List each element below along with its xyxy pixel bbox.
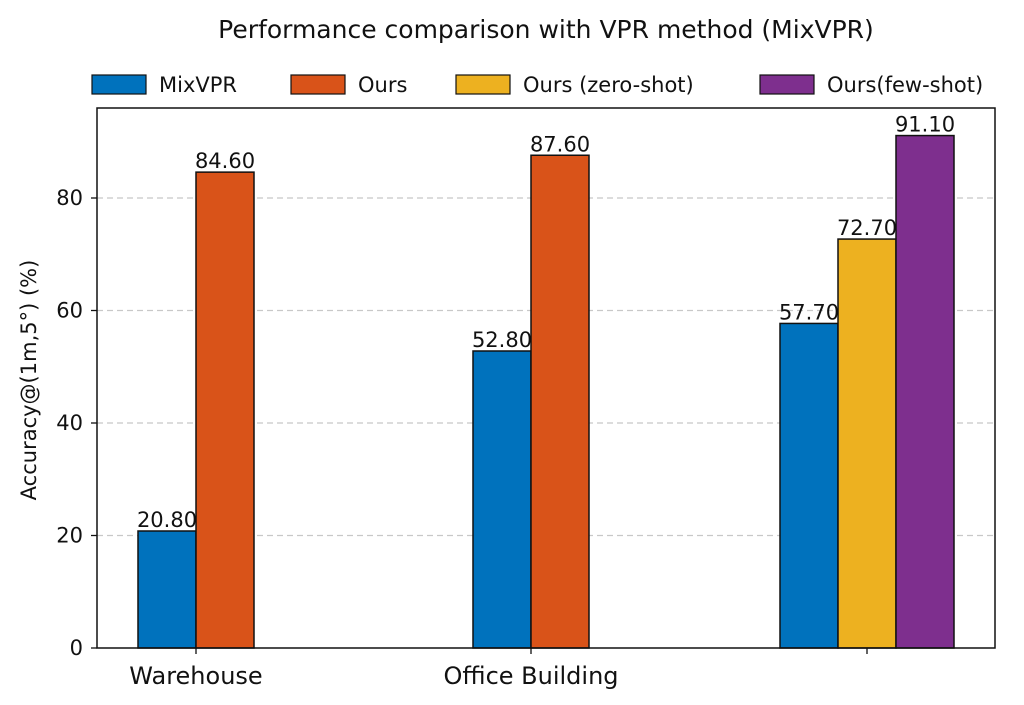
data-label: 84.60: [195, 149, 255, 173]
bar: [530, 154, 590, 649]
data-label: 72.70: [837, 216, 897, 240]
x-tick-label: Warehouse: [129, 662, 262, 690]
data-label: 57.70: [779, 300, 839, 324]
legend-swatch: [759, 74, 815, 95]
data-label: 87.60: [530, 132, 590, 156]
data-label: 52.80: [472, 328, 532, 352]
plot-frame: [96, 107, 996, 649]
legend-label: Ours: [358, 73, 407, 97]
x-tick-label: Office Building: [443, 662, 618, 690]
bars: [137, 134, 955, 649]
legend-label: Ours (zero-shot): [523, 73, 694, 97]
data-label: 91.10: [895, 113, 955, 137]
y-tick-label: 60: [56, 299, 83, 323]
bar: [779, 322, 839, 649]
value-labels: 20.80 84.60 52.80 87.60 57.70 72.70 91.10: [137, 113, 955, 532]
y-tick-label: 0: [70, 636, 83, 660]
chart-title: Performance comparison with VPR method (…: [218, 15, 874, 44]
x-axis: Warehouse Office Building: [129, 648, 868, 690]
y-axis: 0 20 40 60 80: [56, 186, 97, 660]
y-tick-label: 20: [56, 524, 83, 548]
legend: MixVPR Ours Ours (zero-shot) Ours(few-shot): [91, 73, 983, 97]
legend-label: MixVPR: [159, 73, 237, 97]
y-axis-label: Accuracy@(1m,5°) (%): [17, 260, 41, 501]
bar: [837, 238, 897, 649]
data-label: 20.80: [137, 508, 197, 532]
bar: [137, 530, 197, 649]
y-tick-label: 40: [56, 411, 83, 435]
bar: [895, 134, 955, 649]
legend-swatch: [290, 74, 346, 95]
bar: [472, 350, 532, 649]
bar: [195, 171, 255, 649]
legend-swatch: [455, 74, 511, 95]
legend-swatch: [91, 74, 147, 95]
legend-label: Ours(few-shot): [827, 73, 983, 97]
y-tick-label: 80: [56, 186, 83, 210]
